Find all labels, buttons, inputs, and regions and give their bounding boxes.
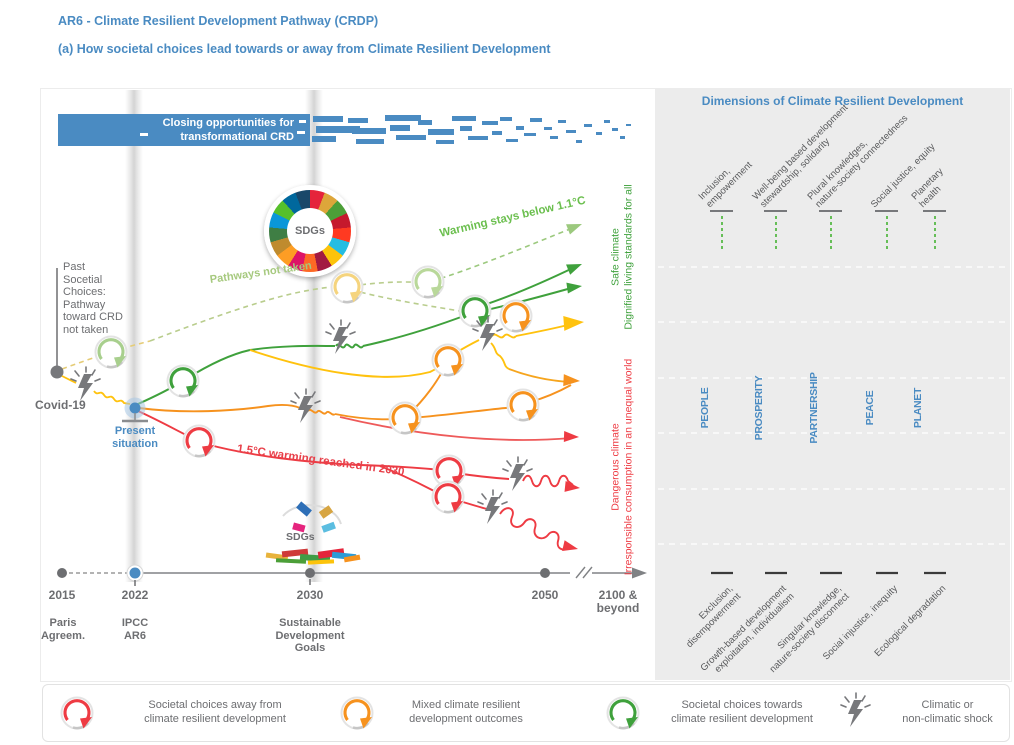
legend-green-cycle-icon <box>605 695 641 731</box>
present-situation-label: Present situation <box>112 425 158 450</box>
cycle-icon-palegreen <box>410 264 446 300</box>
cycle-icon-orange <box>505 387 541 423</box>
shock-icon <box>472 316 503 352</box>
cycle-icon-orange <box>430 342 466 378</box>
pathways-chart <box>50 90 647 586</box>
axis-label-people: PEOPLE <box>699 387 711 429</box>
axis-label-peace: PEACE <box>864 390 876 426</box>
legend: Societal choices away from climate resil… <box>42 684 1010 742</box>
cycle-icon-green <box>457 293 493 329</box>
banner-line1: Closing opportunities for <box>162 117 294 129</box>
orange-pathway <box>138 365 572 421</box>
past-choices-marker <box>50 268 64 379</box>
banner-fragments <box>312 115 631 144</box>
closing-opportunities-banner <box>58 114 631 146</box>
legend-label-towards: Societal choices towards climate resilie… <box>671 699 813 725</box>
cycle-icon-palegreen <box>93 334 129 370</box>
broken-sdgs-icon <box>265 501 361 565</box>
legend-label-away: Societal choices away from climate resil… <box>144 699 286 725</box>
shock-icon <box>70 366 101 402</box>
paris-agreement-label: Paris Agreem. <box>40 617 86 642</box>
past-choices-label: Past Socetial Choices: Pathway toward CR… <box>63 261 123 336</box>
outcome-arrows <box>562 218 585 555</box>
safe-climate-label: Safe climate Dignified living standards … <box>609 184 635 330</box>
covid-label: Covid-19 <box>35 398 86 412</box>
cycle-icon-red <box>430 479 466 515</box>
year-2030: 2030 <box>296 588 324 602</box>
shock-icon <box>325 319 356 355</box>
sdgs-wheel-label: SDGs <box>287 208 333 254</box>
legend-shock-icon <box>840 692 871 728</box>
figure-title: AR6 - Climate Resilient Development Path… <box>58 14 379 28</box>
ipcc-ar6-label: IPCC AR6 <box>121 617 149 642</box>
dimension-columns <box>710 210 946 575</box>
sdg-2030-label: Sustainable Development Goals <box>275 617 345 654</box>
cycle-icon-red <box>181 423 217 459</box>
axis-label-partnership: PARTNERSHIP <box>808 372 820 444</box>
legend-label-mixed: Mixed climate resilient development outc… <box>409 699 523 725</box>
dangerous-climate-label: Dangerous climate Irresponsible consumpt… <box>609 358 635 576</box>
banner-line2: transformational CRD <box>180 131 294 143</box>
axis-label-prosperity: PROSPERITY <box>753 375 765 441</box>
timeline-axis <box>57 564 647 586</box>
dimensions-lines <box>658 210 1008 575</box>
shock-icon <box>502 456 533 492</box>
year-2050: 2050 <box>531 588 559 602</box>
figure-subtitle: (a) How societal choices lead towards or… <box>58 42 551 56</box>
year-2100: 2100 & beyond <box>596 588 640 615</box>
figure-area <box>40 88 1012 682</box>
year-2022: 2022 <box>121 588 149 602</box>
sdgs-wheel-icon: SDGs <box>264 185 356 277</box>
year-2015: 2015 <box>48 588 76 602</box>
cycle-icon-orange <box>387 400 423 436</box>
sdgs-broken-label: SDGs <box>286 531 315 543</box>
axis-label-planet: PLANET <box>912 387 924 429</box>
legend-label-shock: Climatic or non-climatic shock <box>902 699 993 725</box>
legend-orange-cycle-icon <box>339 695 375 731</box>
panel-gridlines <box>658 266 1008 545</box>
covid-shock-line <box>61 375 131 405</box>
cycle-icon-green <box>165 363 201 399</box>
legend-red-cycle-icon <box>59 695 95 731</box>
present-situation-marker <box>122 397 148 423</box>
red-mid-line <box>339 416 572 441</box>
dimensions-panel-title: Dimensions of Climate Resilient Developm… <box>701 94 964 108</box>
banner-label: Closing opportunities for transformation… <box>58 116 294 144</box>
dimensions-panel: Dimensions of Climate Resilient Developm… <box>655 88 1010 680</box>
cycle-icon-paleyellow <box>329 269 365 305</box>
cycle-icon-orange <box>498 298 534 334</box>
